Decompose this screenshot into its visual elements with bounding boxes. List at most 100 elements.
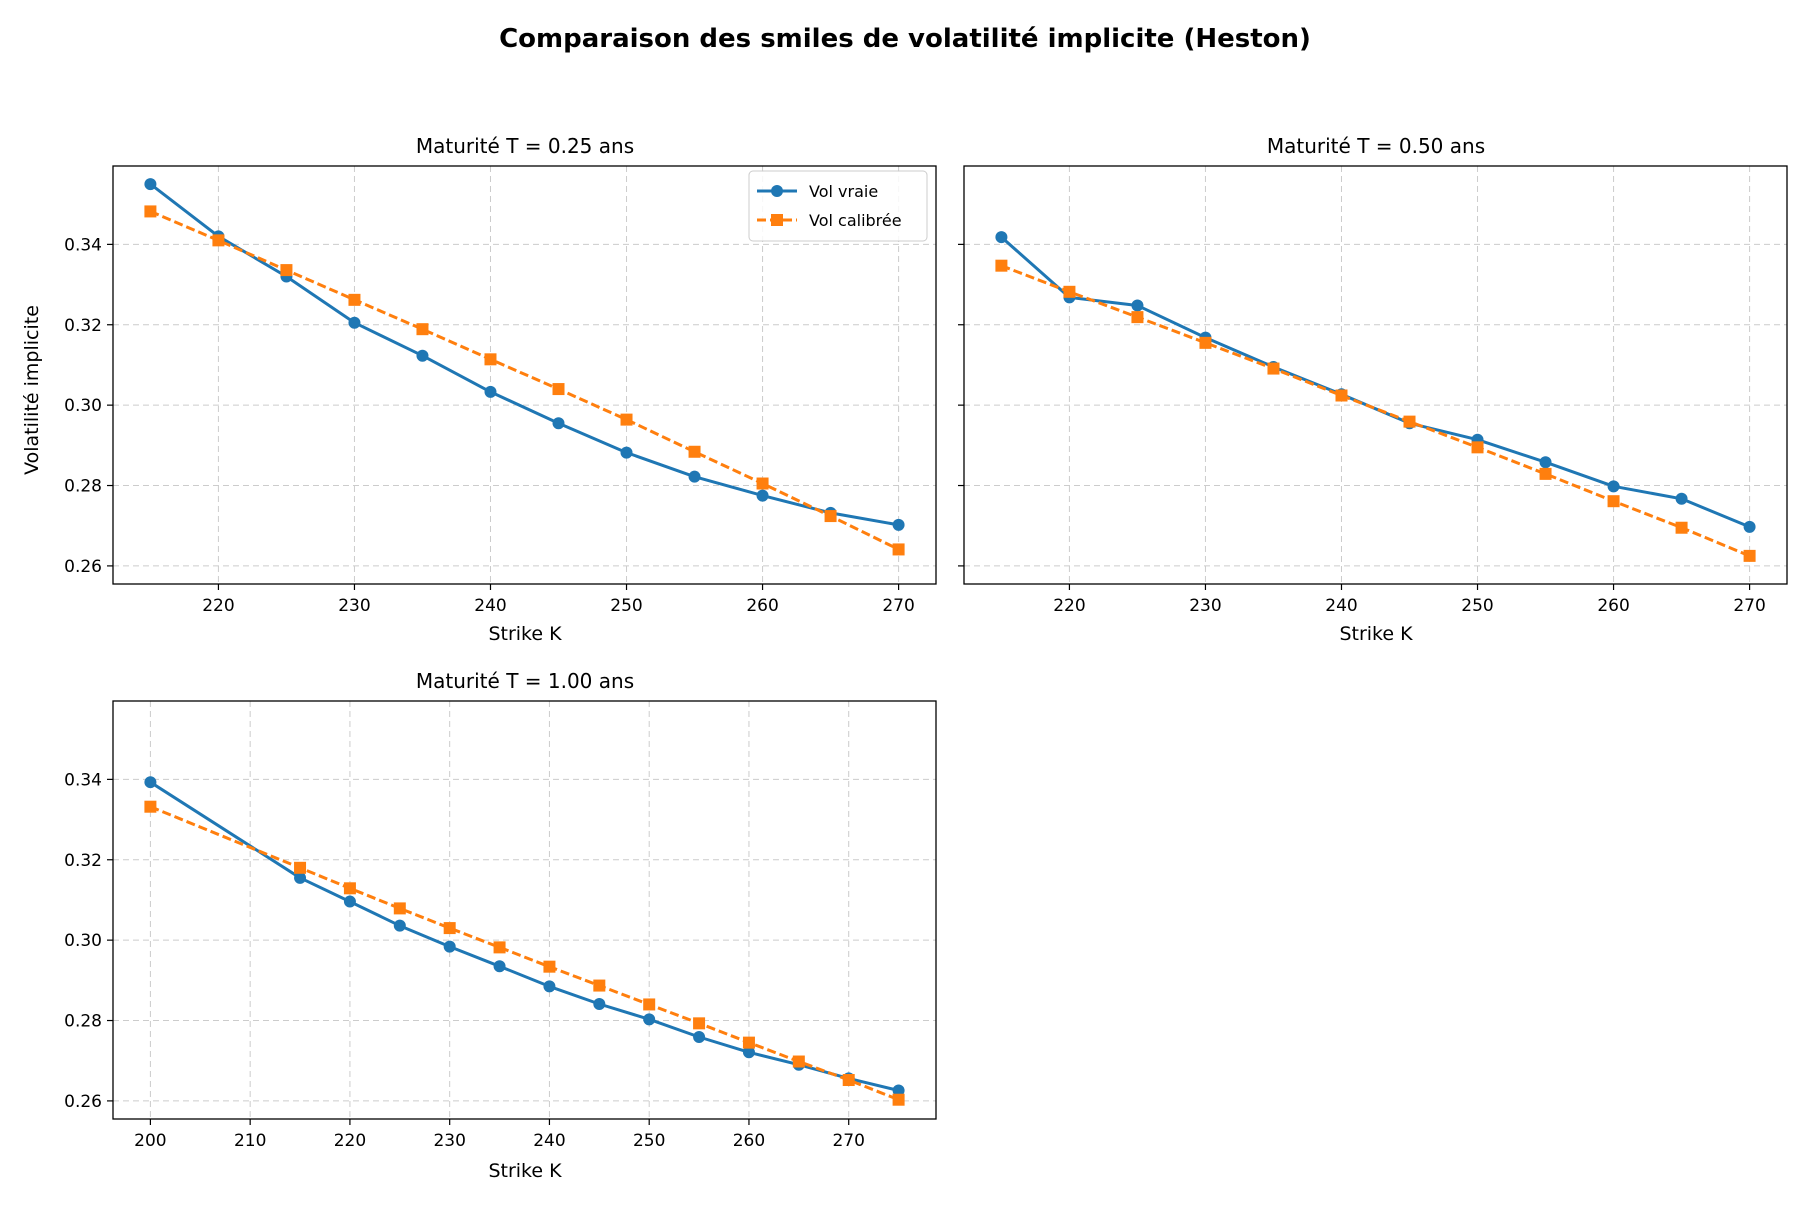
series-line bbox=[149, 210, 900, 551]
data-point bbox=[552, 417, 565, 430]
data-point bbox=[995, 259, 1008, 272]
x-tick-label: 220 bbox=[202, 596, 234, 616]
data-point bbox=[393, 919, 406, 932]
data-point bbox=[995, 231, 1008, 244]
subplot-maturity-025: Maturité T = 0.25 ans Strike K Volatilit… bbox=[21, 134, 937, 645]
data-point bbox=[416, 323, 429, 336]
data-series bbox=[144, 776, 905, 1106]
legend: Vol vraie Vol calibrée bbox=[748, 170, 928, 242]
data-point bbox=[343, 882, 356, 895]
data-point bbox=[493, 960, 506, 973]
x-tick-label: 250 bbox=[633, 1131, 665, 1151]
x-tick-label: 230 bbox=[1189, 596, 1221, 616]
subplot-title: Maturité T = 0.50 ans bbox=[1267, 134, 1485, 158]
x-tick-label: 220 bbox=[1053, 596, 1085, 616]
y-tick-label: 0.34 bbox=[64, 235, 102, 255]
data-point bbox=[1131, 299, 1144, 312]
data-point bbox=[443, 922, 456, 935]
x-tick-label: 200 bbox=[134, 1131, 166, 1151]
data-point bbox=[393, 902, 406, 915]
x-axis-label: Strike K bbox=[488, 623, 562, 645]
data-point bbox=[593, 998, 606, 1011]
x-tick-label: 260 bbox=[746, 596, 778, 616]
data-point bbox=[1131, 311, 1144, 324]
data-point bbox=[1267, 362, 1280, 375]
data-point bbox=[1743, 520, 1756, 533]
data-point bbox=[643, 1013, 656, 1026]
data-point bbox=[484, 385, 497, 398]
data-point bbox=[144, 178, 157, 191]
data-point bbox=[643, 998, 656, 1011]
legend-label-vol-vraie: Vol vraie bbox=[809, 182, 878, 201]
data-series bbox=[144, 178, 905, 556]
data-point bbox=[144, 205, 157, 218]
x-tick-label: 270 bbox=[882, 596, 914, 616]
data-point bbox=[543, 960, 556, 973]
data-point bbox=[693, 1017, 706, 1030]
subplot-maturity-050: Maturité T = 0.50 ans Strike K 220 230 240… bbox=[958, 134, 1788, 645]
data-point bbox=[1743, 549, 1756, 562]
data-point bbox=[688, 445, 701, 458]
data-point bbox=[688, 470, 701, 483]
data-point bbox=[756, 489, 769, 502]
data-point bbox=[484, 353, 497, 366]
data-point bbox=[756, 477, 769, 490]
x-axis-label: Strike K bbox=[1339, 623, 1413, 645]
x-tick-label: 210 bbox=[234, 1131, 266, 1151]
data-point bbox=[1607, 480, 1620, 493]
data-series bbox=[995, 231, 1756, 562]
data-point bbox=[1675, 521, 1688, 534]
series-line bbox=[1000, 235, 1751, 529]
y-tick-label: 0.26 bbox=[64, 557, 102, 577]
y-tick-label: 0.32 bbox=[64, 316, 102, 336]
grid bbox=[964, 166, 1787, 584]
grid bbox=[113, 701, 936, 1119]
subplot-title: Maturité T = 0.25 ans bbox=[416, 134, 634, 158]
legend-marker-vol-calibree bbox=[771, 214, 783, 226]
x-tick-label: 220 bbox=[334, 1131, 366, 1151]
plot-frame bbox=[963, 165, 1788, 585]
legend-label-vol-calibree: Vol calibrée bbox=[809, 211, 902, 230]
x-tick-label: 270 bbox=[832, 1131, 864, 1151]
data-point bbox=[1675, 492, 1688, 505]
grid bbox=[113, 166, 936, 584]
data-point bbox=[1607, 495, 1620, 508]
series-line bbox=[149, 805, 900, 1102]
y-tick-label: 0.30 bbox=[64, 931, 102, 951]
data-point bbox=[842, 1074, 855, 1087]
data-point bbox=[443, 940, 456, 953]
plot-frame bbox=[112, 165, 937, 585]
data-point bbox=[742, 1036, 755, 1049]
data-point bbox=[294, 861, 307, 874]
y-tick-label: 0.32 bbox=[64, 851, 102, 871]
axes: 220 230 240 250 260 270 0.26 0.28 0.30 0.32 0.34 bbox=[64, 165, 937, 616]
data-point bbox=[1471, 441, 1484, 454]
data-point bbox=[1063, 285, 1076, 298]
series-line bbox=[1000, 264, 1751, 558]
data-point bbox=[742, 1046, 755, 1059]
axes: 220 230 240 250 260 270 bbox=[958, 165, 1788, 616]
data-point bbox=[144, 776, 157, 789]
data-point bbox=[280, 264, 293, 277]
x-tick-label: 230 bbox=[433, 1131, 465, 1151]
data-point bbox=[1539, 456, 1552, 469]
data-point bbox=[348, 293, 361, 306]
data-point bbox=[552, 383, 565, 396]
plot-frame bbox=[112, 700, 937, 1120]
series-line bbox=[149, 182, 899, 527]
y-tick-label: 0.28 bbox=[64, 477, 102, 497]
x-tick-label: 250 bbox=[610, 596, 642, 616]
x-tick-label: 240 bbox=[533, 1131, 565, 1151]
legend-marker-vol-vraie bbox=[771, 185, 783, 197]
x-tick-label: 260 bbox=[1597, 596, 1629, 616]
data-point bbox=[892, 1093, 905, 1106]
x-tick-label: 270 bbox=[1733, 596, 1765, 616]
data-point bbox=[1403, 415, 1416, 428]
x-tick-label: 250 bbox=[1461, 596, 1493, 616]
data-point bbox=[824, 510, 837, 523]
legend-box bbox=[748, 170, 928, 242]
data-point bbox=[416, 349, 429, 362]
data-point bbox=[1199, 336, 1212, 349]
y-tick-label: 0.28 bbox=[64, 1012, 102, 1032]
